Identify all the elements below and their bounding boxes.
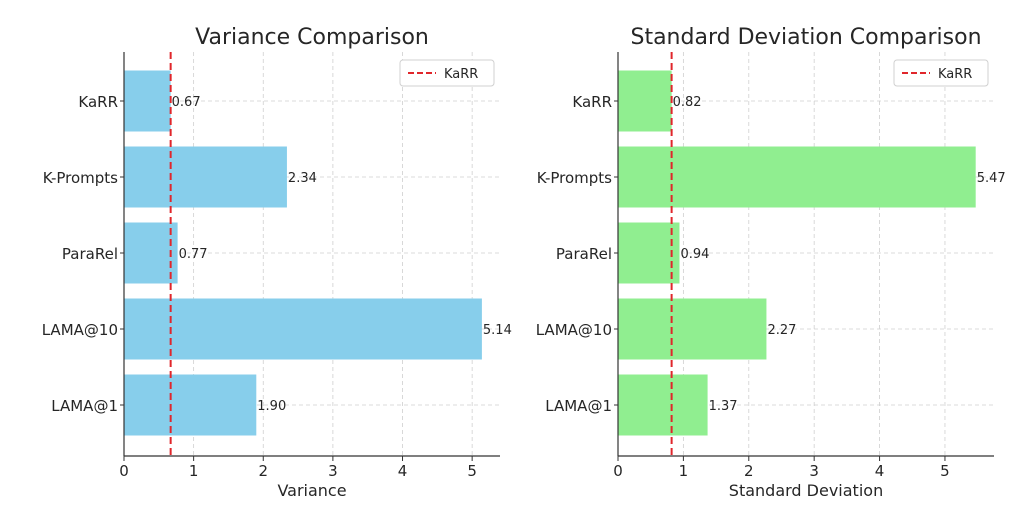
y-tick-label: K-Prompts	[43, 169, 118, 187]
bar-lama-1	[618, 374, 708, 436]
bar-k-prompts	[124, 146, 287, 208]
x-tick-label: 5	[467, 462, 477, 480]
data-label: 0.94	[680, 247, 709, 262]
y-tick-label: KaRR	[572, 93, 612, 111]
x-tick-label: 1	[189, 462, 199, 480]
x-tick-label: 5	[940, 462, 950, 480]
data-label: 5.47	[977, 171, 1006, 186]
legend-entry: KaRR	[938, 67, 972, 82]
data-label: 5.14	[483, 323, 512, 338]
x-tick-label: 0	[119, 462, 129, 480]
data-label: 0.67	[172, 95, 201, 110]
legend-box	[399, 59, 495, 87]
bar-karr	[124, 70, 171, 132]
x-tick-label: 4	[398, 462, 408, 480]
y-tick-label: K-Prompts	[537, 169, 612, 187]
legend-box	[893, 59, 989, 87]
y-tick-label: LAMA@10	[42, 321, 118, 339]
y-tick-label: KaRR	[78, 93, 118, 111]
data-label: 1.37	[709, 399, 738, 414]
y-tick-label: LAMA@1	[545, 397, 612, 415]
bar-lama-1	[124, 374, 257, 436]
data-label: 0.82	[673, 95, 702, 110]
data-label: 2.27	[767, 323, 796, 338]
chart-panel-2: 0.82 KaRR 5.47 K-Prompts 0.94 ParaRel 2.27 LAMA…	[536, 25, 1006, 500]
data-label: 0.77	[179, 247, 208, 262]
x-tick-label: 0	[613, 462, 623, 480]
x-tick-label: 3	[809, 462, 819, 480]
bar-lama-10	[124, 298, 482, 360]
y-tick-label: ParaRel	[62, 245, 118, 263]
x-axis-label: Standard Deviation	[729, 481, 883, 500]
y-tick-label: ParaRel	[556, 245, 612, 263]
data-label: 1.90	[257, 399, 286, 414]
legend-entry: KaRR	[444, 67, 478, 82]
bar-pararel	[618, 222, 680, 284]
y-tick-label: LAMA@10	[536, 321, 612, 339]
bar-k-prompts	[618, 146, 976, 208]
legend: KaRR	[893, 59, 989, 87]
x-axis-label: Variance	[277, 481, 346, 500]
y-tick-label: LAMA@1	[51, 397, 118, 415]
x-tick-label: 4	[875, 462, 885, 480]
chart-title: Variance Comparison	[195, 25, 429, 50]
chart-title: Standard Deviation Comparison	[630, 25, 981, 50]
x-tick-label: 1	[679, 462, 689, 480]
x-tick-label: 2	[744, 462, 754, 480]
bar-karr	[618, 70, 672, 132]
bar-pararel	[124, 222, 178, 284]
x-tick-label: 2	[258, 462, 268, 480]
chart-panel-1: 0.67 KaRR 2.34 K-Prompts 0.77 ParaRel 5.14 LAMA…	[42, 25, 512, 500]
data-label: 2.34	[288, 171, 317, 186]
bar-lama-10	[618, 298, 767, 360]
legend: KaRR	[399, 59, 495, 87]
x-tick-label: 3	[328, 462, 338, 480]
